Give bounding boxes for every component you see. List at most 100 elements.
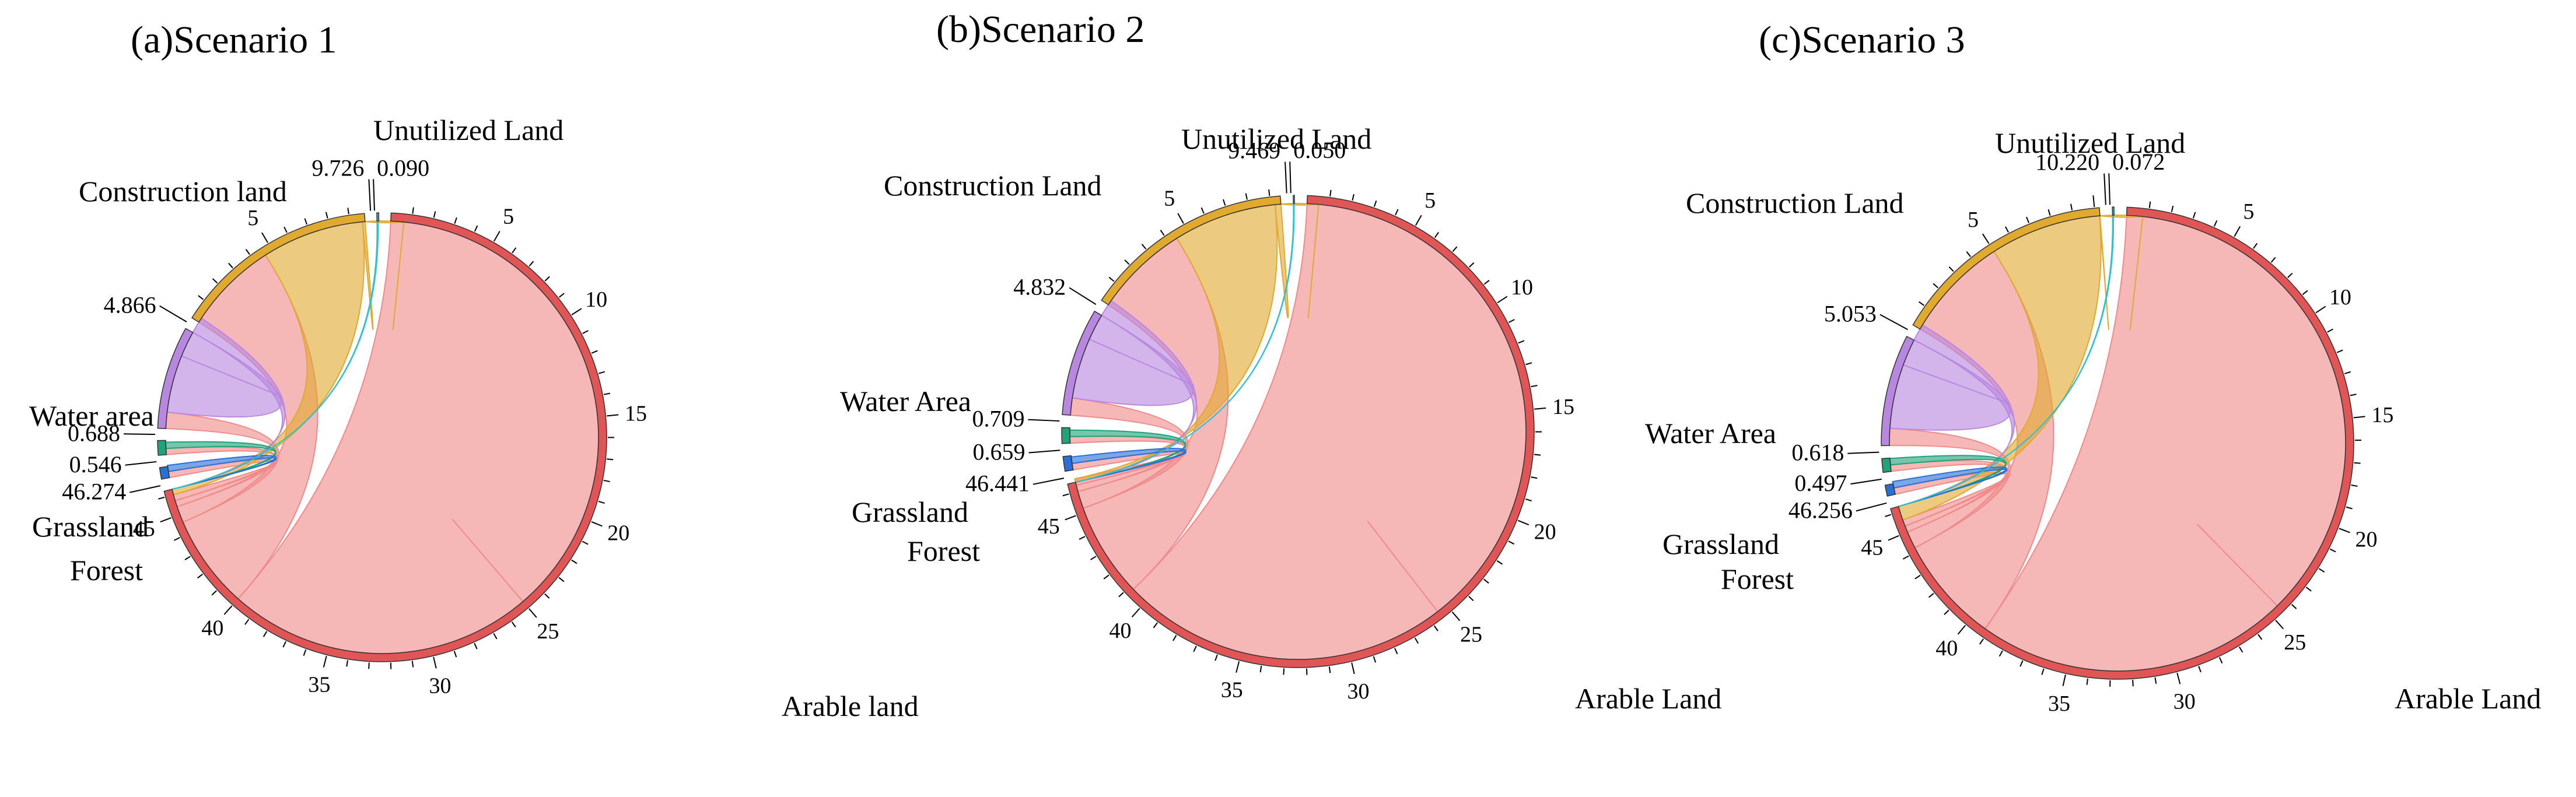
tick-mark [1236, 661, 1239, 672]
value-leader [373, 179, 374, 210]
segment-value-arable-land: 46.441 [965, 471, 1030, 497]
segment-unutilized-land [377, 213, 379, 221]
tick-mark [212, 279, 217, 283]
tick-mark [246, 250, 250, 255]
tick-mark [1374, 656, 1376, 662]
tick-mark [475, 226, 478, 231]
tick-mark [2354, 416, 2365, 417]
segment-value-grassland: 0.709 [972, 406, 1024, 432]
tick-mark [2155, 677, 2156, 684]
value-leader [2104, 174, 2106, 205]
tick-mark [198, 296, 204, 300]
tick-mark [2344, 372, 2351, 374]
tick-mark [2027, 217, 2029, 223]
tick-label: 10 [2329, 285, 2351, 310]
tick-label: 25 [537, 619, 559, 644]
tick-mark [1132, 608, 1139, 617]
tick-mark [1352, 662, 1354, 673]
tick-mark [582, 542, 588, 545]
tick-mark [324, 656, 327, 667]
tick-label: 30 [429, 674, 452, 698]
tick-mark [454, 651, 457, 657]
tick-mark [1119, 592, 1124, 596]
tick-mark [2346, 507, 2353, 509]
chord-panel-1: (a)Scenario 151015202530354045546.2740.5… [29, 19, 919, 722]
tick-mark [2354, 463, 2361, 464]
segment-value-arable-land: 46.256 [1788, 497, 1853, 523]
tick-mark [1173, 636, 1177, 641]
tick-mark [2258, 634, 2262, 640]
chord-panel-2: (b)Scenario 251015202530354045546.4410.6… [840, 8, 1721, 715]
category-label-forest: Forest [907, 535, 980, 567]
tick-mark [1104, 575, 1109, 579]
category-label-construction-land: Construction Land [1686, 187, 1904, 219]
segment-value-forest: 0.497 [1794, 470, 1847, 496]
segment-value-water-area: 4.866 [104, 292, 156, 318]
tick-mark [245, 619, 249, 624]
chord-panel-3: (c)Scenario 351015202530354045546.2560.4… [1645, 19, 2541, 716]
category-label-water-area: Water Area [840, 385, 971, 417]
tick-label: 35 [2048, 691, 2070, 716]
tick-mark [598, 501, 605, 503]
tick-mark [160, 518, 172, 522]
tick-mark [1929, 594, 1934, 598]
tick-mark [264, 631, 267, 637]
tick-mark [262, 233, 268, 243]
tick-mark [1215, 655, 1217, 661]
tick-mark [2063, 675, 2066, 686]
segment-forest [160, 466, 170, 479]
tick-mark [1484, 579, 1489, 583]
tick-mark [1329, 666, 1330, 673]
tick-mark [604, 394, 610, 395]
tick-mark [1283, 668, 1284, 675]
tick-mark [1983, 234, 1989, 244]
segment-value-grassland: 0.618 [1791, 440, 1844, 466]
segment-unutilized-land [1293, 195, 1294, 203]
tick-label: 35 [1221, 678, 1243, 703]
tick-mark [2214, 220, 2217, 226]
tick-mark [2020, 661, 2022, 666]
tick-mark [174, 538, 180, 540]
tick-label: 5 [1424, 188, 1436, 213]
tick-label: 15 [2371, 403, 2393, 427]
segment-forest [1885, 484, 1895, 496]
value-leader [1028, 450, 1060, 452]
tick-mark [1415, 638, 1418, 644]
tick-label: 15 [625, 402, 647, 426]
category-label-grassland: Grassland [32, 510, 149, 543]
tick-mark [1435, 232, 1438, 237]
tick-mark [1518, 521, 1529, 525]
tick-mark [559, 578, 564, 582]
tick-mark [2177, 673, 2180, 684]
tick-mark [1079, 536, 1085, 539]
tick-mark [2071, 204, 2072, 210]
tick-mark [1525, 499, 1532, 501]
tick-mark [1352, 194, 1354, 201]
value-leader [1028, 420, 1059, 421]
tick-mark [1091, 556, 1096, 560]
tick-mark [1525, 363, 1532, 364]
category-label-grassland: Grassland [852, 496, 968, 528]
tick-mark [454, 217, 457, 223]
tick-mark [434, 212, 436, 218]
ribbons [166, 221, 598, 654]
category-label-water-area: Water area [29, 399, 154, 432]
tick-mark [2350, 394, 2357, 395]
tick-mark [1944, 610, 1949, 615]
tick-mark [1063, 494, 1069, 496]
tick-label: 45 [1861, 535, 1883, 560]
tick-mark [1508, 541, 1514, 544]
tick-mark [1469, 263, 1474, 268]
tick-mark [545, 594, 550, 598]
tick-mark [559, 293, 565, 297]
tick-mark [1915, 575, 1920, 579]
category-label-forest: Forest [70, 554, 143, 587]
tick-label: 20 [1534, 519, 1556, 544]
tick-mark [2288, 273, 2292, 278]
tick-label: 20 [2355, 527, 2377, 552]
tick-mark [1434, 626, 1438, 631]
tick-mark [1109, 278, 1114, 282]
tick-mark [1395, 648, 1397, 654]
tick-mark [2292, 605, 2297, 609]
tick-mark [598, 372, 605, 374]
